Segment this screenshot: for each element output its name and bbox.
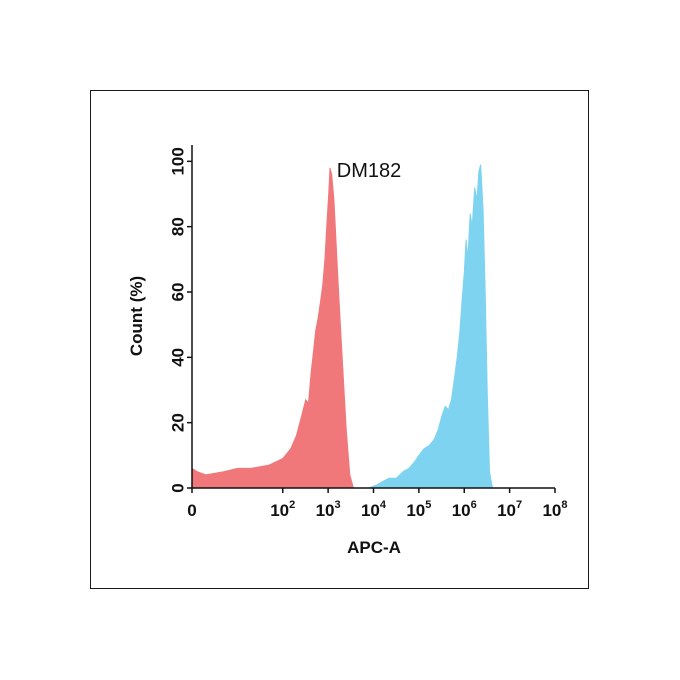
figure-frame	[90, 90, 589, 589]
series-layer	[191, 164, 494, 489]
x-axis-ticks: 0 102 103 104 105 106 107 108	[187, 488, 568, 520]
x-tick-exponent: 4	[380, 499, 387, 511]
x-tick-base: 10	[406, 501, 425, 520]
x-tick-label: 105	[406, 499, 431, 520]
x-tick-exponent: 3	[335, 499, 341, 511]
histogram-series-2	[368, 164, 494, 489]
x-tick-exponent: 2	[289, 499, 295, 511]
y-tick-label: 40	[169, 348, 188, 367]
x-tick-exponent: 8	[561, 499, 567, 511]
y-axis-title: Count (%)	[127, 276, 146, 356]
histogram-series-1	[191, 167, 355, 489]
x-axis-title: APC-A	[347, 538, 401, 557]
x-tick-base: 10	[542, 501, 561, 520]
x-tick-base: 10	[270, 501, 289, 520]
x-tick-exponent: 6	[471, 499, 477, 511]
x-tick-label: 103	[316, 499, 341, 520]
x-tick-base: 10	[361, 501, 380, 520]
y-tick-label: 0	[169, 483, 188, 492]
y-tick-label: 100	[169, 147, 188, 175]
y-tick-label: 60	[169, 283, 188, 302]
x-tick-exponent: 5	[425, 499, 431, 511]
axes-layer	[191, 145, 555, 489]
x-tick-base: 0	[187, 501, 196, 520]
chart-title: DM182	[337, 160, 401, 182]
x-tick-label: 106	[452, 499, 477, 520]
x-tick-label: 108	[542, 499, 567, 520]
x-tick-exponent: 7	[516, 499, 522, 511]
x-tick-base: 10	[497, 501, 516, 520]
y-tick-label: 20	[169, 413, 188, 432]
x-tick-label: 102	[270, 499, 295, 520]
y-axis-ticks: 0 20 40 60 80 100	[169, 147, 192, 493]
y-tick-label: 80	[169, 217, 188, 236]
x-tick-label: 104	[361, 499, 387, 520]
x-tick-label: 0	[187, 501, 196, 520]
x-tick-label: 107	[497, 499, 522, 520]
x-tick-base: 10	[316, 501, 335, 520]
x-tick-base: 10	[452, 501, 471, 520]
